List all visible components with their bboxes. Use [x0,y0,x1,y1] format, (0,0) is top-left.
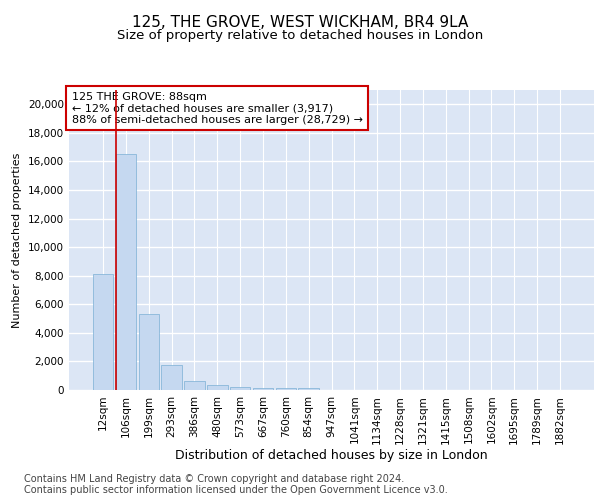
Bar [161,365,182,390]
Bar [139,314,159,390]
Bar [184,380,205,390]
Bar [230,387,250,390]
Bar [253,388,273,390]
Text: 125, THE GROVE, WEST WICKHAM, BR4 9LA: 125, THE GROVE, WEST WICKHAM, BR4 9LA [132,15,468,30]
Bar [298,388,319,390]
Text: 125 THE GROVE: 88sqm
← 12% of detached houses are smaller (3,917)
88% of semi-de: 125 THE GROVE: 88sqm ← 12% of detached h… [71,92,362,124]
X-axis label: Distribution of detached houses by size in London: Distribution of detached houses by size … [175,449,488,462]
Bar [207,386,227,390]
Y-axis label: Number of detached properties: Number of detached properties [13,152,22,328]
Bar [116,154,136,390]
Text: Contains public sector information licensed under the Open Government Licence v3: Contains public sector information licen… [24,485,448,495]
Bar [93,274,113,390]
Text: Size of property relative to detached houses in London: Size of property relative to detached ho… [117,28,483,42]
Text: Contains HM Land Registry data © Crown copyright and database right 2024.: Contains HM Land Registry data © Crown c… [24,474,404,484]
Bar [275,388,296,390]
